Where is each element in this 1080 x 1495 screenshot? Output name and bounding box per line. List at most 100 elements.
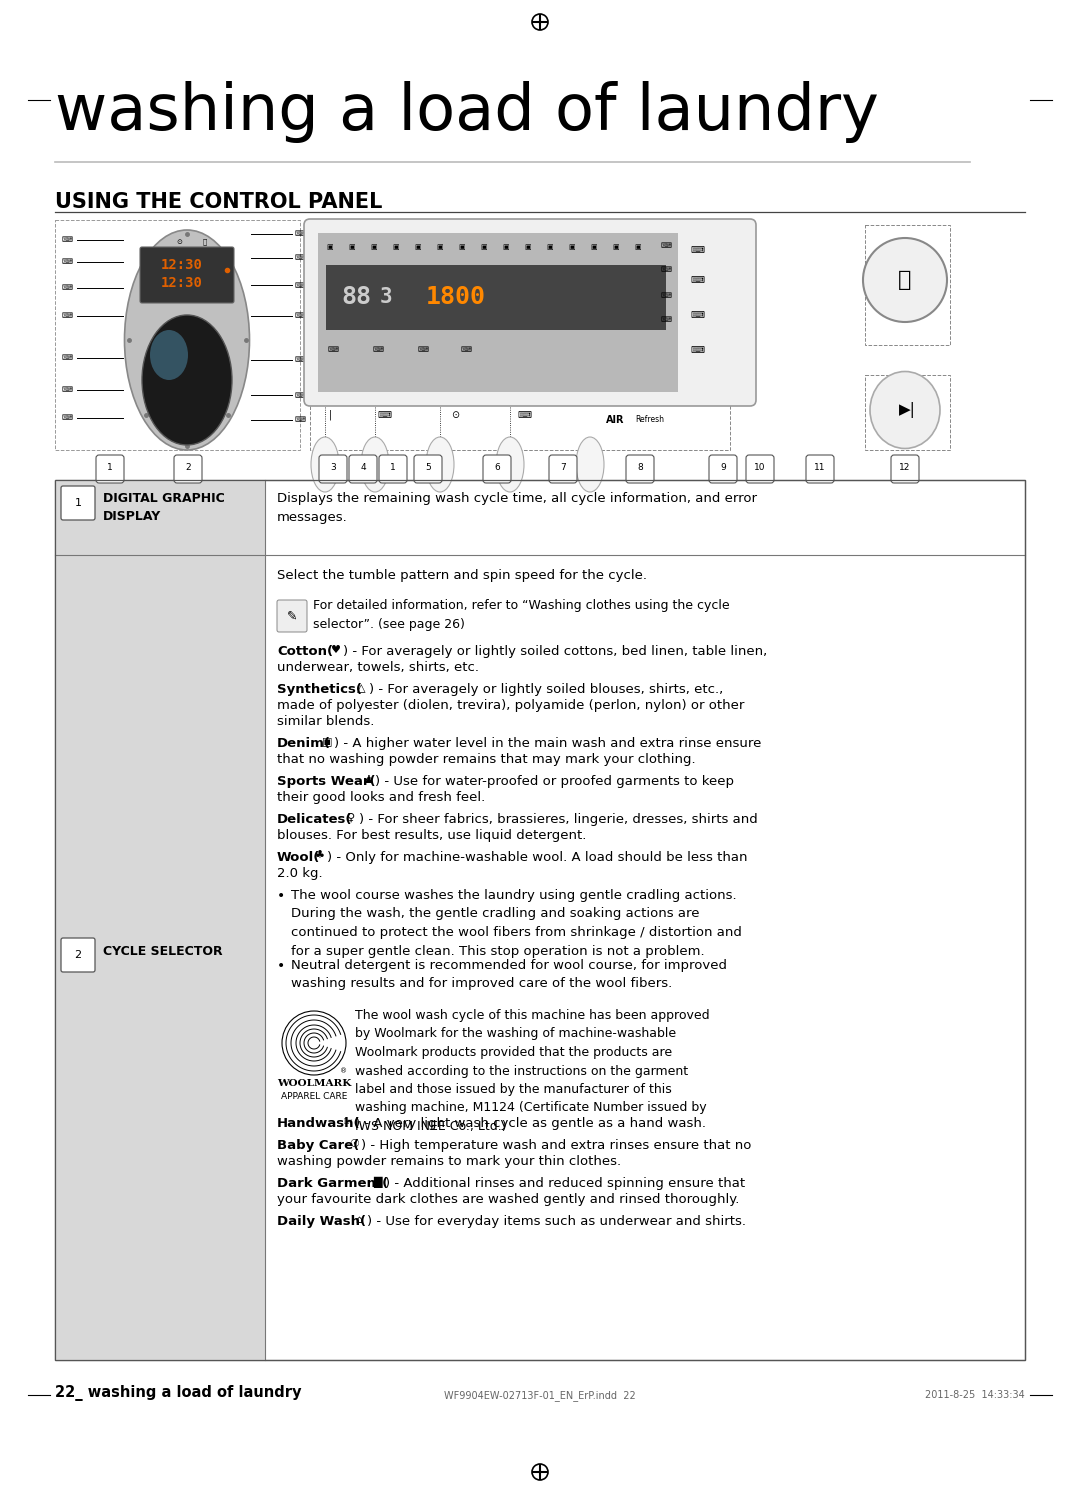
Text: ⌨: ⌨ — [295, 390, 306, 399]
Ellipse shape — [496, 437, 524, 492]
Text: ▣: ▣ — [591, 244, 597, 250]
Text: ⌨: ⌨ — [460, 345, 472, 354]
Text: ▣: ▣ — [459, 244, 465, 250]
FancyBboxPatch shape — [60, 937, 95, 972]
Text: 9: 9 — [720, 463, 726, 472]
Text: ▣: ▣ — [393, 244, 400, 250]
Text: ♟: ♟ — [363, 774, 373, 785]
Text: ⌨: ⌨ — [62, 257, 73, 266]
Text: ⌨: ⌨ — [691, 275, 705, 286]
Text: ) - Only for machine-washable wool. A load should be less than: ) - Only for machine-washable wool. A lo… — [327, 851, 747, 864]
Text: ⌨: ⌨ — [691, 309, 705, 320]
FancyBboxPatch shape — [379, 454, 407, 483]
Text: ♀: ♀ — [347, 813, 355, 824]
Ellipse shape — [576, 437, 604, 492]
Text: ®: ® — [340, 1067, 348, 1073]
Text: ) - A higher water level in the main wash and extra rinse ensure: ) - A higher water level in the main was… — [334, 737, 761, 750]
Text: 88: 88 — [341, 286, 372, 309]
Text: ⌨: ⌨ — [327, 345, 338, 354]
Text: ⌨: ⌨ — [661, 241, 672, 250]
Bar — [326, 265, 666, 330]
Text: The wool course washes the laundry using gentle cradling actions.
During the was: The wool course washes the laundry using… — [291, 890, 742, 957]
Text: washing powder remains to mark your thin clothes.: washing powder remains to mark your thin… — [276, 1156, 621, 1168]
Text: ♥: ♥ — [330, 644, 341, 655]
Text: 1: 1 — [107, 463, 113, 472]
Text: △: △ — [357, 683, 365, 694]
Text: Synthetics(: Synthetics( — [276, 683, 362, 697]
Text: 5: 5 — [426, 463, 431, 472]
Text: Cotton(: Cotton( — [276, 644, 333, 658]
Bar — [55, 480, 1025, 1360]
Text: blouses. For best results, use liquid detergent.: blouses. For best results, use liquid de… — [276, 830, 586, 842]
Text: ⌨: ⌨ — [295, 311, 306, 320]
Text: their good looks and fresh feel.: their good looks and fresh feel. — [276, 791, 485, 804]
Bar — [55, 480, 265, 555]
Text: ) - Use for everyday items such as underwear and shirts.: ) - Use for everyday items such as under… — [367, 1215, 746, 1227]
Text: ▣: ▣ — [326, 244, 334, 250]
Text: 22_ washing a load of laundry: 22_ washing a load of laundry — [55, 1384, 301, 1401]
Text: Select the tumble pattern and spin speed for the cycle.: Select the tumble pattern and spin speed… — [276, 570, 647, 582]
Text: ▣: ▣ — [635, 244, 642, 250]
Text: •: • — [276, 890, 285, 903]
Text: 12: 12 — [900, 463, 910, 472]
Text: 2: 2 — [75, 949, 82, 960]
FancyBboxPatch shape — [140, 247, 234, 303]
Text: 11: 11 — [814, 463, 826, 472]
Text: APPAREL CARE: APPAREL CARE — [281, 1091, 347, 1100]
Text: Delicates(: Delicates( — [276, 813, 352, 827]
FancyBboxPatch shape — [174, 454, 202, 483]
Text: ☉: ☉ — [349, 1139, 359, 1150]
FancyBboxPatch shape — [708, 454, 737, 483]
Text: ▣: ▣ — [546, 244, 553, 250]
Text: ▣: ▣ — [612, 244, 619, 250]
FancyBboxPatch shape — [60, 486, 95, 520]
Text: ▣: ▣ — [481, 244, 487, 250]
Text: Neutral detergent is recommended for wool course, for improved
washing results a: Neutral detergent is recommended for woo… — [291, 958, 727, 991]
Text: ▣: ▣ — [502, 244, 510, 250]
Text: ⌨: ⌨ — [661, 290, 672, 299]
Text: 8: 8 — [637, 463, 643, 472]
Text: ⌨: ⌨ — [62, 414, 73, 423]
FancyBboxPatch shape — [483, 454, 511, 483]
Text: ⌨: ⌨ — [691, 245, 705, 256]
Text: 10: 10 — [754, 463, 766, 472]
Text: Handwash(: Handwash( — [276, 1117, 361, 1130]
FancyBboxPatch shape — [319, 454, 347, 483]
Text: ☞: ☞ — [343, 1117, 353, 1127]
Text: underwear, towels, shirts, etc.: underwear, towels, shirts, etc. — [276, 661, 480, 674]
Text: ) - High temperature wash and extra rinses ensure that no: ) - High temperature wash and extra rins… — [361, 1139, 752, 1153]
Ellipse shape — [141, 315, 232, 446]
Text: Dark Garment(: Dark Garment( — [276, 1177, 388, 1190]
Text: ♣: ♣ — [315, 851, 325, 861]
Text: ▣: ▣ — [370, 244, 377, 250]
Text: ▣: ▣ — [349, 244, 355, 250]
Text: ▣: ▣ — [436, 244, 443, 250]
Text: Denim(: Denim( — [276, 737, 330, 750]
Text: ⌨: ⌨ — [418, 345, 429, 354]
Text: USING THE CONTROL PANEL: USING THE CONTROL PANEL — [55, 191, 382, 212]
Text: Daily Wash(: Daily Wash( — [276, 1215, 366, 1227]
FancyBboxPatch shape — [303, 218, 756, 407]
Text: similar blends.: similar blends. — [276, 715, 375, 728]
Text: ▣: ▣ — [569, 244, 576, 250]
Text: made of polyester (diolen, trevira), polyamide (perlon, nylon) or other: made of polyester (diolen, trevira), pol… — [276, 700, 744, 712]
Text: •: • — [276, 958, 285, 973]
Ellipse shape — [361, 437, 389, 492]
Text: ⌨: ⌨ — [691, 345, 705, 354]
Text: ⏻: ⏻ — [899, 271, 912, 290]
Text: 1800: 1800 — [426, 286, 486, 309]
Text: ⌂: ⌂ — [355, 1215, 362, 1224]
Bar — [318, 233, 678, 392]
Text: 4: 4 — [361, 463, 366, 472]
Circle shape — [282, 1011, 346, 1075]
Text: ▣: ▣ — [322, 737, 333, 748]
Ellipse shape — [124, 230, 249, 450]
Text: ⌨: ⌨ — [62, 284, 73, 293]
Text: 2.0 kg.: 2.0 kg. — [276, 867, 323, 881]
Text: ⌨: ⌨ — [295, 254, 306, 263]
Ellipse shape — [426, 437, 454, 492]
Text: 6: 6 — [495, 463, 500, 472]
Text: 🔒: 🔒 — [203, 239, 207, 245]
Text: 7: 7 — [561, 463, 566, 472]
Text: AIR: AIR — [606, 416, 624, 425]
